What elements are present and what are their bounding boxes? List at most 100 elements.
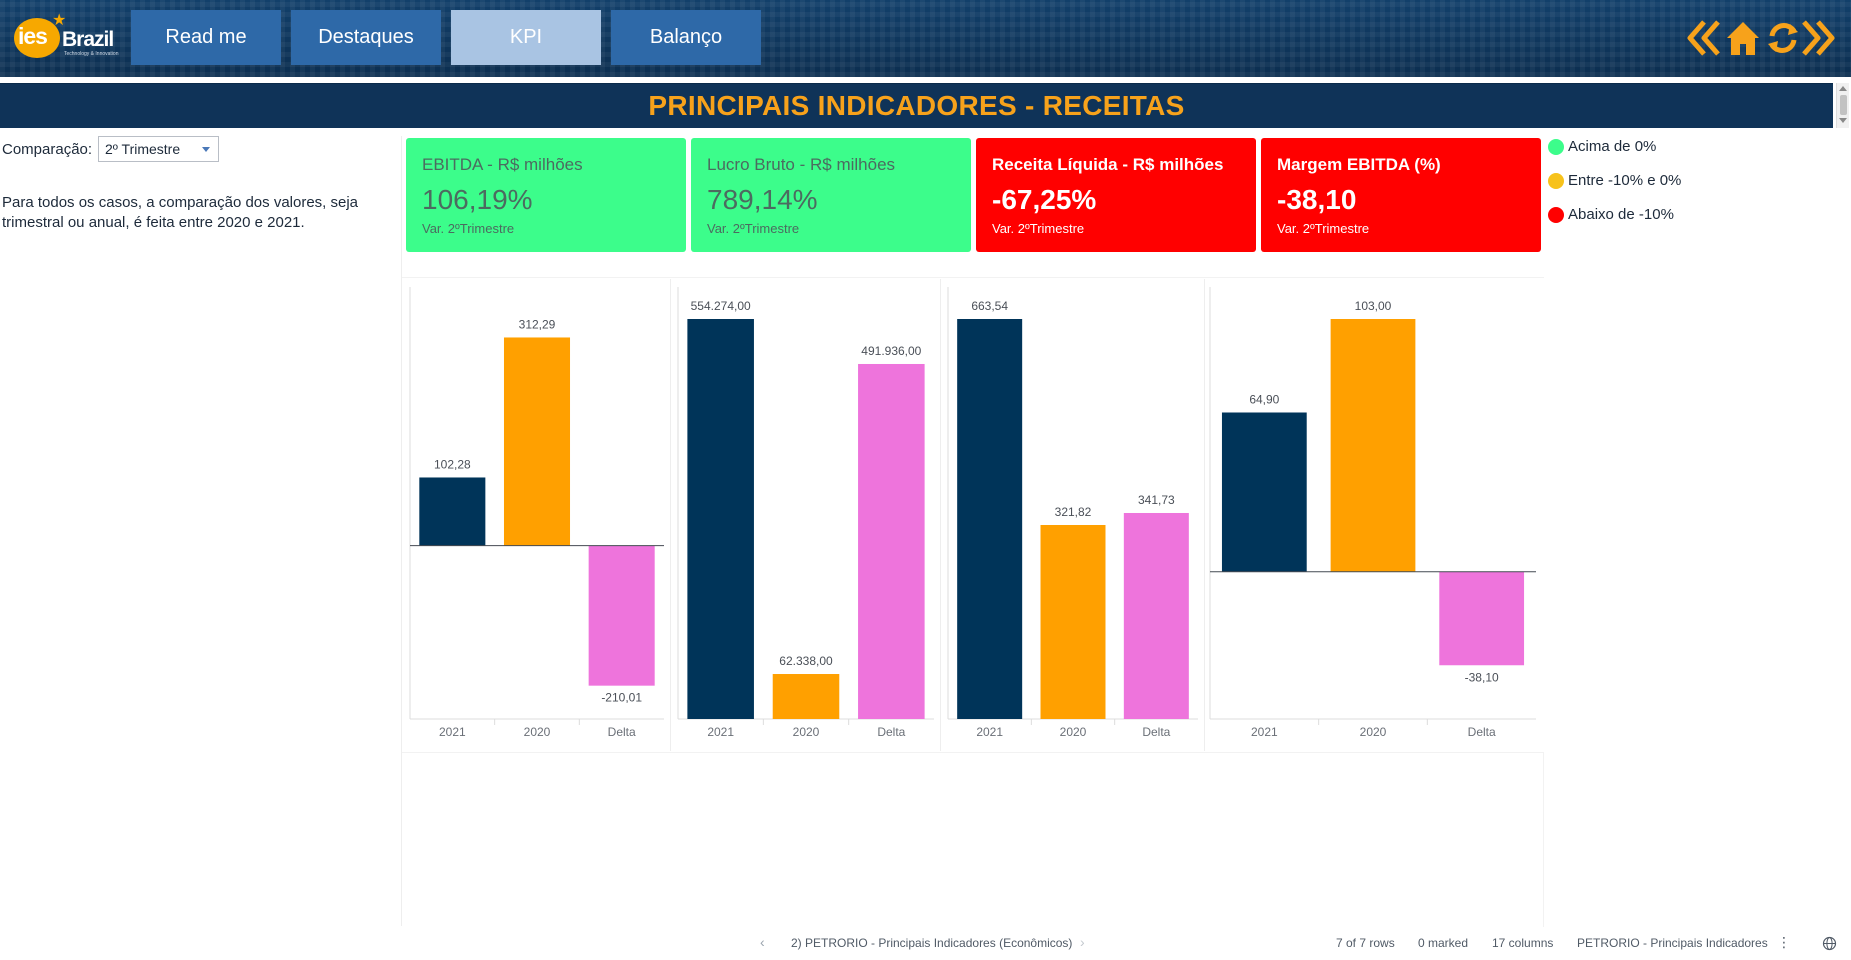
- x-tick-label-2020: 2020: [524, 725, 551, 739]
- bar-chart-margem-ebitda[interactable]: 64,90 2021 103,00 2020 -38,10 Delta: [1206, 279, 1540, 751]
- data-label-2021: 663,54: [971, 299, 1008, 313]
- bar-chart-ebitda[interactable]: 102,28 2021 312,29 2020 -210,01 Delta: [406, 279, 671, 751]
- bar-chart-ebitda-svg: 102,28 2021 312,29 2020 -210,01 Delta: [409, 287, 664, 739]
- legend-dot-green: [1548, 139, 1564, 155]
- bar-2020[interactable]: [1040, 524, 1106, 719]
- row-count: 7 of 7 rows: [1336, 936, 1395, 950]
- bar-2020[interactable]: [1330, 319, 1416, 572]
- x-tick-label-delta: Delta: [877, 725, 905, 739]
- bar-2021[interactable]: [957, 319, 1023, 719]
- data-label-delta: 491.936,00: [861, 344, 921, 358]
- page-title-bar: PRINCIPAIS INDICADORES - RECEITAS: [0, 83, 1833, 128]
- comparison-note: Para todos os casos, a comparação dos va…: [2, 194, 359, 231]
- home-icon[interactable]: [1724, 18, 1762, 58]
- nav-read-me-button[interactable]: Read me: [131, 10, 281, 65]
- bar-2020[interactable]: [772, 674, 840, 719]
- legend-dot-red: [1548, 207, 1564, 223]
- empty-visualization-area: [402, 753, 1544, 927]
- bar-chart-receita-liquida-svg: 663,54 2021 321,82 2020 341,73 Delta: [947, 287, 1198, 739]
- vertical-scrollbar[interactable]: [1836, 83, 1849, 128]
- kpi-title: Margem EBITDA (%): [1277, 155, 1441, 174]
- kpi-subtitle: Var. 2ºTrimestre: [422, 221, 515, 236]
- kpi-card-margem-ebitda[interactable]: Margem EBITDA (%) -38,10 Var. 2ºTrimestr…: [1261, 138, 1541, 252]
- bar-delta[interactable]: [588, 545, 655, 686]
- top-navigation-bar: ies ★ Brazil Technology & Innovation Rea…: [0, 0, 1851, 77]
- page-title: PRINCIPAIS INDICADORES - RECEITAS: [648, 90, 1185, 121]
- refresh-icon[interactable]: [1764, 18, 1802, 58]
- next-sheet-icon[interactable]: ›: [1080, 934, 1085, 950]
- bar-delta[interactable]: [858, 363, 925, 719]
- scroll-up-icon[interactable]: [1839, 86, 1847, 91]
- kpi-title: EBITDA - R$ milhões: [422, 155, 583, 174]
- legend-label: Entre -10% e 0%: [1568, 172, 1682, 189]
- x-tick-label-2021: 2021: [976, 725, 1003, 739]
- double-chevron-left-icon[interactable]: [1686, 18, 1722, 58]
- kpi-card-ebitda[interactable]: EBITDA - R$ milhões 106,19% Var. 2ºTrime…: [406, 138, 686, 252]
- comparison-label: Comparação:: [2, 141, 93, 158]
- bar-chart-margem-ebitda-svg: 64,90 2021 103,00 2020 -38,10 Delta: [1209, 287, 1536, 739]
- comparison-dropdown[interactable]: 2º Trimestre: [98, 136, 219, 162]
- kpi-card-lucro-bruto[interactable]: Lucro Bruto - R$ milhões 789,14% Var. 2º…: [691, 138, 971, 252]
- x-tick-label-2021: 2021: [1251, 725, 1278, 739]
- bar-chart-lucro-bruto[interactable]: 554.274,00 2021 62.338,00 2020 491.936,00 Del…: [674, 279, 941, 751]
- bar-2021[interactable]: [687, 319, 754, 719]
- legend-label: Abaixo de -10%: [1568, 206, 1674, 223]
- x-tick-label-2021: 2021: [439, 725, 466, 739]
- chart-separator: [1204, 279, 1205, 751]
- chevron-down-icon[interactable]: [202, 147, 210, 152]
- comparison-selected-value: 2º Trimestre: [105, 141, 181, 157]
- scroll-thumb[interactable]: [1840, 95, 1847, 115]
- nav-kpi-button[interactable]: KPI: [451, 10, 601, 65]
- bar-2020[interactable]: [503, 337, 571, 546]
- chart-separator: [670, 279, 671, 751]
- more-options-icon[interactable]: ⋮: [1777, 934, 1791, 950]
- kpi-value: -67,25%: [992, 184, 1097, 215]
- panel-divider: [401, 136, 402, 926]
- data-label-delta: -38,10: [1465, 670, 1499, 684]
- kpi-value: 789,14%: [707, 184, 818, 215]
- data-label-delta: -210,01: [601, 691, 642, 705]
- legend-dot-yellow: [1548, 173, 1564, 189]
- data-label-2021: 554.274,00: [691, 299, 751, 313]
- data-label-delta: 341,73: [1138, 493, 1175, 507]
- kpi-card-receita-liquida[interactable]: Receita Líquida - R$ milhões -67,25% Var…: [976, 138, 1256, 252]
- data-label-2020: 312,29: [519, 317, 556, 331]
- bar-chart-receita-liquida[interactable]: 663,54 2021 321,82 2020 341,73 Delta: [944, 279, 1205, 751]
- kpi-value: -38,10: [1277, 184, 1357, 215]
- x-tick-label-2020: 2020: [1360, 725, 1387, 739]
- kpi-subtitle: Var. 2ºTrimestre: [992, 221, 1085, 236]
- scroll-down-icon[interactable]: [1839, 118, 1847, 123]
- bar-delta[interactable]: [1123, 512, 1189, 719]
- previous-sheet-icon[interactable]: ‹: [760, 934, 765, 950]
- charts-panel: [402, 277, 1544, 753]
- x-tick-label-delta: Delta: [1468, 725, 1496, 739]
- data-table-name[interactable]: PETRORIO - Principais Indicadores: [1577, 936, 1768, 950]
- x-tick-label-delta: Delta: [1142, 725, 1170, 739]
- bar-2021[interactable]: [419, 477, 486, 546]
- marked-count: 0 marked: [1418, 936, 1469, 950]
- logo-tagline: Technology & Innovation: [64, 51, 119, 57]
- bar-2021[interactable]: [1221, 412, 1307, 572]
- data-label-2021: 102,28: [434, 457, 471, 471]
- kpi-subtitle: Var. 2ºTrimestre: [707, 221, 800, 236]
- company-logo[interactable]: ies ★ Brazil Technology & Innovation: [14, 12, 124, 62]
- chart-separator: [940, 279, 941, 751]
- double-chevron-right-icon[interactable]: [1800, 18, 1836, 58]
- data-label-2020: 62.338,00: [779, 654, 833, 668]
- column-count: 17 columns: [1492, 936, 1554, 950]
- data-label-2020: 103,00: [1355, 299, 1392, 313]
- globe-icon[interactable]: [1822, 936, 1837, 951]
- sheet-name[interactable]: 2) PETRORIO - Principais Indicadores (Ec…: [791, 936, 1073, 950]
- x-tick-label-2021: 2021: [707, 725, 734, 739]
- legend-label: Acima de 0%: [1568, 138, 1657, 155]
- bar-chart-lucro-bruto-svg: 554.274,00 2021 62.338,00 2020 491.936,00 Del…: [677, 287, 934, 739]
- nav-destaques-button[interactable]: Destaques: [291, 10, 441, 65]
- bar-delta[interactable]: [1439, 571, 1525, 666]
- status-bar: ‹ 2) PETRORIO - Principais Indicadores (…: [0, 927, 1851, 960]
- logo-ies-text: ies: [18, 23, 48, 49]
- data-label-2020: 321,82: [1055, 505, 1092, 519]
- x-tick-label-2020: 2020: [793, 725, 820, 739]
- nav-balanco-button[interactable]: Balanço: [611, 10, 761, 65]
- kpi-title: Receita Líquida - R$ milhões: [992, 155, 1224, 174]
- x-tick-label-2020: 2020: [1060, 725, 1087, 739]
